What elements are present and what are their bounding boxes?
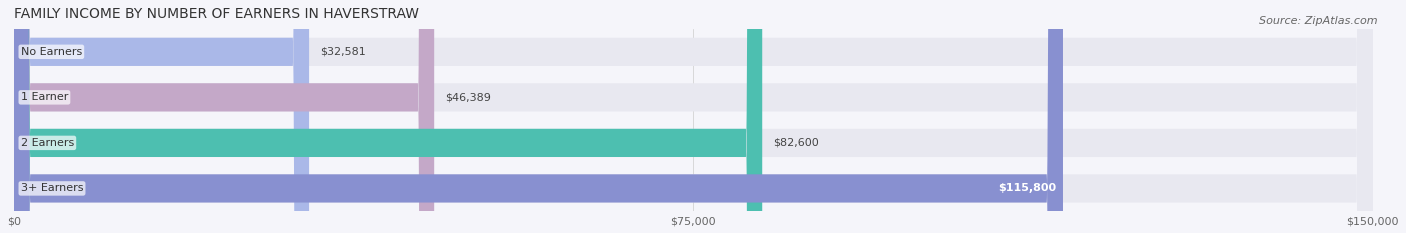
Text: 1 Earner: 1 Earner (21, 92, 67, 102)
FancyBboxPatch shape (14, 0, 309, 233)
FancyBboxPatch shape (14, 0, 1372, 233)
Text: $32,581: $32,581 (321, 47, 366, 57)
Text: $115,800: $115,800 (998, 183, 1056, 193)
FancyBboxPatch shape (14, 0, 1372, 233)
Text: No Earners: No Earners (21, 47, 82, 57)
FancyBboxPatch shape (14, 0, 1372, 233)
Text: 3+ Earners: 3+ Earners (21, 183, 83, 193)
Text: 2 Earners: 2 Earners (21, 138, 75, 148)
Text: Source: ZipAtlas.com: Source: ZipAtlas.com (1260, 16, 1378, 26)
FancyBboxPatch shape (14, 0, 1063, 233)
FancyBboxPatch shape (14, 0, 1372, 233)
FancyBboxPatch shape (14, 0, 762, 233)
FancyBboxPatch shape (14, 0, 434, 233)
Text: FAMILY INCOME BY NUMBER OF EARNERS IN HAVERSTRAW: FAMILY INCOME BY NUMBER OF EARNERS IN HA… (14, 7, 419, 21)
Text: $82,600: $82,600 (773, 138, 818, 148)
Text: $46,389: $46,389 (446, 92, 491, 102)
